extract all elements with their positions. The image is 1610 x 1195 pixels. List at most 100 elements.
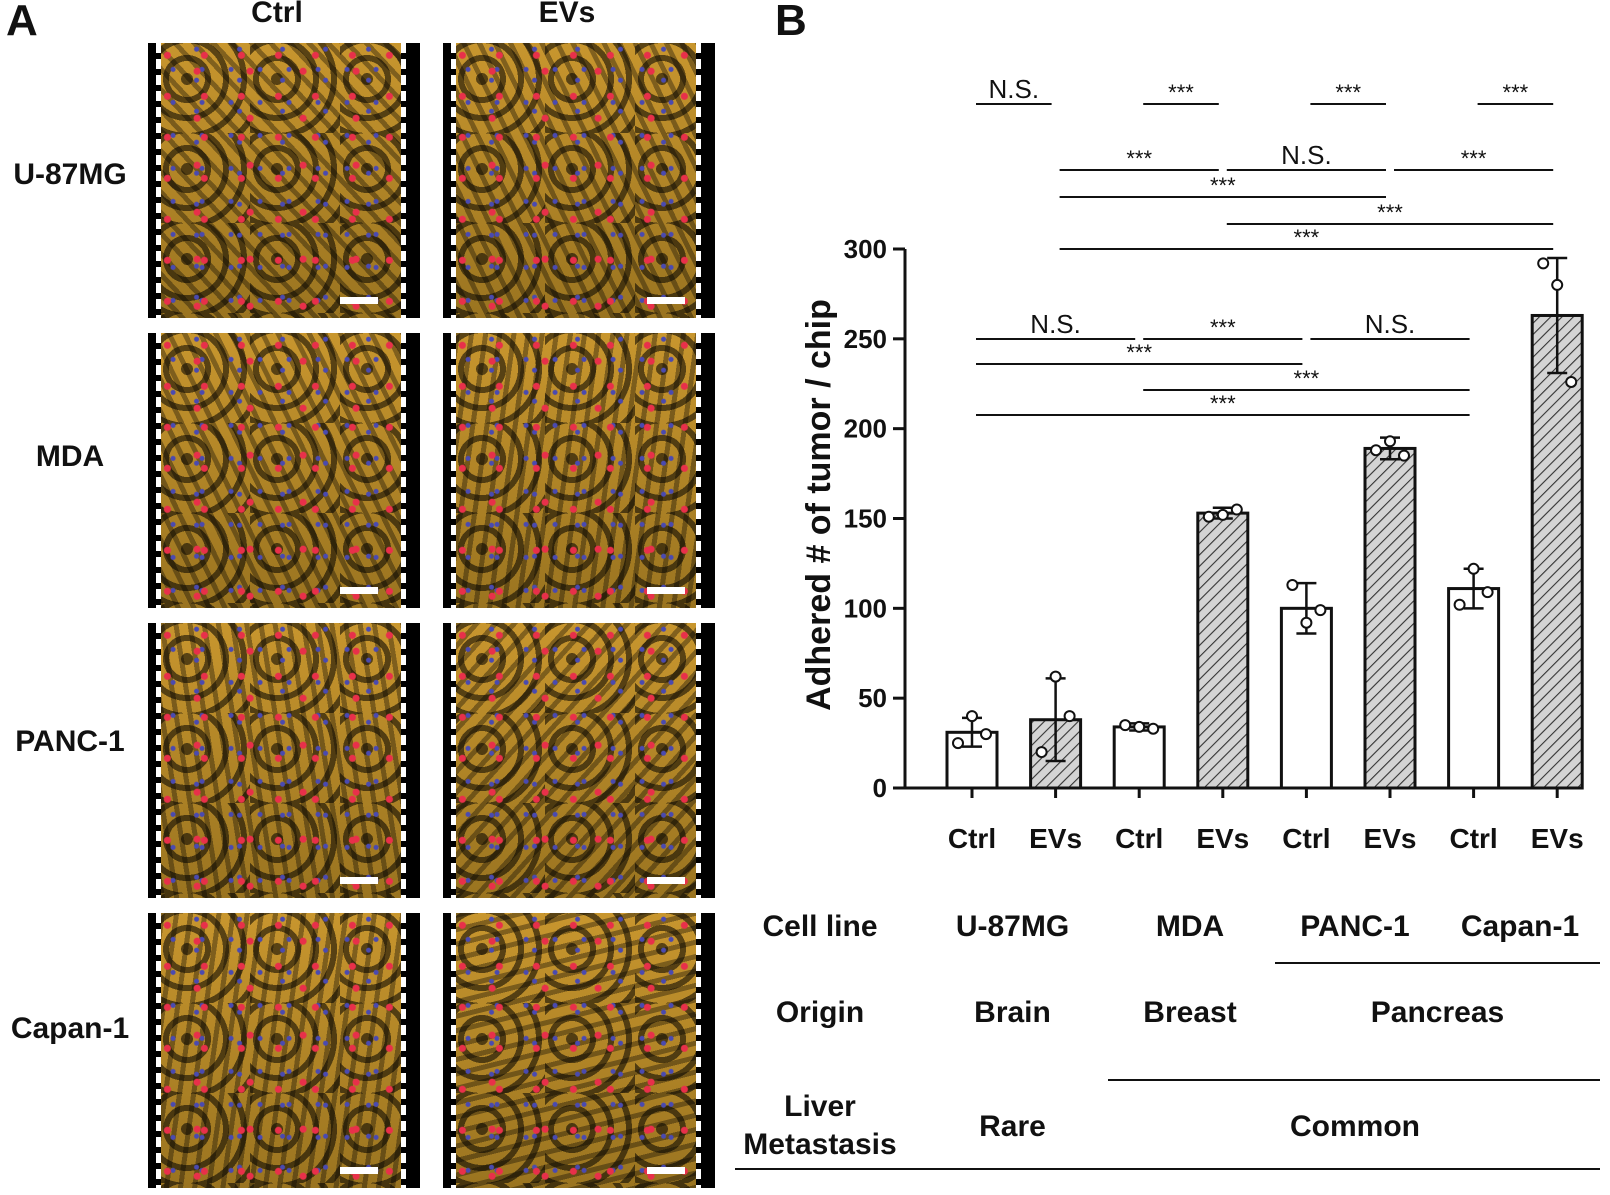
scale-bar [340, 297, 378, 304]
channel-edge-right [401, 43, 406, 318]
significance-label-stars: *** [1210, 173, 1236, 198]
significance-label-stars: *** [1294, 225, 1320, 250]
data-point [1230, 503, 1243, 516]
data-point [980, 728, 992, 741]
scale-bar [647, 297, 685, 304]
significance-label-stars: *** [1210, 391, 1236, 416]
data-point [966, 710, 978, 723]
channel-edge-right [696, 43, 701, 318]
y-tick-label: 300 [844, 234, 887, 264]
channel-edge-left [156, 43, 161, 318]
origin-pancreas: Pancreas [1370, 996, 1505, 1029]
scale-bar [647, 587, 685, 594]
scale-bar [340, 877, 378, 884]
significance-label-stars: *** [1294, 366, 1320, 391]
channel-edge-left [451, 623, 456, 898]
liver-common: Common [1290, 1110, 1420, 1143]
image-capan1-evs [443, 913, 715, 1188]
significance-label-stars: *** [1168, 80, 1194, 105]
significance-label-stars: *** [1126, 340, 1152, 365]
data-point [952, 737, 964, 750]
bar-chart: Adhered # of tumor / chip 0 50 100 150 200 25… [800, 74, 1584, 854]
data-point [1063, 710, 1076, 723]
row-header-panc1: PANC-1 [15, 725, 125, 758]
significance-label-ns: N.S. [1365, 309, 1416, 339]
data-point [1398, 449, 1410, 462]
panel-a-letter: A [6, 0, 38, 45]
channel-edge-right [401, 333, 406, 608]
row-header-mda: MDA [35, 440, 105, 473]
data-point [1300, 616, 1313, 629]
y-axis-label: Adhered # of tumor / chip [800, 299, 838, 711]
y-tick-label: 200 [844, 414, 887, 444]
y-tick-label: 100 [844, 593, 887, 623]
y-tick-label: 0 [873, 773, 887, 803]
significance-label-stars: *** [1503, 80, 1529, 105]
rule-pancreas-group [1275, 962, 1600, 964]
significance-label-ns: N.S. [989, 74, 1040, 104]
significance-label-stars: *** [1210, 315, 1236, 340]
channel-edge-right [696, 913, 701, 1188]
data-point [1119, 719, 1132, 732]
x-tick-label: EVs [1029, 823, 1082, 854]
bar [1363, 446, 1417, 790]
channel-edge-left [156, 333, 161, 608]
cell-line-capan1: Capan-1 [1460, 910, 1580, 943]
scale-bar [647, 1167, 685, 1174]
x-tick-label: EVs [1196, 823, 1249, 854]
data-point [1467, 562, 1480, 575]
data-point [1286, 578, 1299, 591]
channel-edge-left [451, 913, 456, 1188]
origin-breast: Breast [1143, 996, 1237, 1029]
rule-common-group [1108, 1079, 1600, 1081]
cell-line-panc1: PANC-1 [1300, 910, 1410, 943]
data-point [1384, 435, 1396, 448]
table-header-liver-line1: Liver [784, 1090, 856, 1123]
table-header-cell-line: Cell line [762, 910, 878, 943]
bar [1196, 511, 1250, 790]
image-mda-evs [443, 333, 715, 608]
data-point [1314, 604, 1327, 617]
table-bottom-rule [735, 1168, 1600, 1170]
data-point [1370, 444, 1382, 457]
significance-label-ns: N.S. [1030, 309, 1081, 339]
origin-brain: Brain [974, 996, 1051, 1029]
data-point [1133, 720, 1146, 733]
significance-label-ns: N.S. [1281, 140, 1332, 170]
x-tick-label: Ctrl [1282, 823, 1330, 854]
significance-label-stars: *** [1126, 146, 1152, 171]
channel-edge-left [451, 333, 456, 608]
cell-line-mda: MDA [1155, 910, 1225, 943]
bar [1279, 606, 1333, 790]
significance-label-stars: *** [1461, 146, 1487, 171]
y-tick-label: 250 [844, 324, 887, 354]
row-header-u87mg: U-87MG [13, 158, 127, 191]
data-point [1202, 510, 1215, 523]
scale-bar [340, 587, 378, 594]
data-point [1453, 598, 1466, 611]
data-point [1551, 278, 1564, 291]
scale-bar [647, 877, 685, 884]
data-point [1147, 722, 1160, 735]
channel-edge-right [696, 333, 701, 608]
image-u87mg-ctrl [148, 43, 420, 318]
channel-edge-left [156, 623, 161, 898]
scale-bar [340, 1167, 378, 1174]
data-point [1537, 257, 1550, 270]
significance-label-stars: *** [1335, 80, 1361, 105]
table-header-origin: Origin [775, 996, 865, 1029]
column-header-evs: EVs [538, 0, 596, 29]
y-tick-label: 50 [858, 683, 887, 713]
x-tick-label: EVs [1364, 823, 1417, 854]
image-panc1-ctrl [148, 623, 420, 898]
y-tick-label: 150 [844, 504, 887, 534]
image-mda-ctrl [148, 333, 420, 608]
image-panc1-evs [443, 623, 715, 898]
data-point [1035, 746, 1048, 759]
channel-edge-left [451, 43, 456, 318]
data-point [1049, 670, 1062, 683]
liver-rare: Rare [979, 1110, 1046, 1143]
image-u87mg-evs [443, 43, 715, 318]
cell-line-u87mg: U-87MG [955, 910, 1070, 943]
bar [1112, 725, 1166, 790]
